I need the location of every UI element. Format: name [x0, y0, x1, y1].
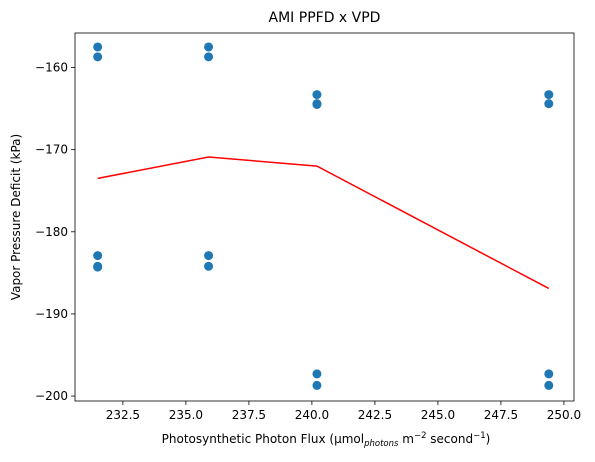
x-axis-ticks: 232.5 235.0 237.5 240.0 242.5 245.0 247.5 250.0	[106, 401, 581, 422]
x-axis-label: Photosynthetic Photon Flux (µmolphotons …	[162, 431, 491, 449]
x-axis-label-superscript-1: −2	[414, 431, 427, 441]
y-tick-label: −160	[35, 61, 68, 75]
x-axis-label-m: m	[398, 432, 414, 446]
data-point	[204, 261, 214, 271]
x-axis-label-end: )	[486, 432, 491, 446]
x-tick-label: 250.0	[547, 408, 581, 422]
y-tick-label: −170	[35, 143, 68, 157]
trend-line	[97, 156, 550, 290]
y-tick-label: −180	[35, 225, 68, 239]
chart-title: AMI PPFD x VPD	[269, 10, 381, 26]
x-axis-label-second: second	[426, 432, 473, 446]
data-point	[93, 251, 103, 261]
x-tick-label: 242.5	[358, 408, 392, 422]
data-point	[544, 380, 554, 390]
x-tick-label: 237.5	[232, 408, 266, 422]
x-tick-label: 232.5	[106, 408, 140, 422]
data-point	[312, 369, 322, 379]
y-axis-ticks: −200 −190 −180 −170 −160	[35, 61, 75, 403]
data-point	[312, 380, 322, 390]
data-point	[204, 42, 214, 52]
y-tick-label: −190	[35, 307, 68, 321]
y-tick-label: −200	[35, 389, 68, 403]
data-point	[544, 90, 554, 100]
data-points-layer	[93, 42, 554, 390]
data-point	[204, 52, 214, 62]
x-tick-label: 247.5	[484, 408, 518, 422]
plot-area	[75, 33, 574, 401]
data-point	[312, 99, 322, 109]
data-point	[93, 262, 103, 272]
data-point	[544, 369, 554, 379]
y-axis-label: Vapor Pressure Deficit (kPa)	[9, 134, 23, 300]
data-point	[93, 42, 103, 52]
data-point	[204, 251, 214, 261]
x-axis-label-superscript-2: −1	[473, 431, 486, 441]
x-axis-label-subscript: photons	[363, 439, 399, 449]
data-point	[544, 99, 554, 109]
plot-frame	[74, 32, 575, 402]
data-point	[312, 90, 322, 100]
x-tick-label: 235.0	[169, 408, 203, 422]
x-tick-label: 245.0	[421, 408, 455, 422]
data-point	[93, 52, 103, 62]
x-tick-label: 240.0	[295, 408, 329, 422]
x-axis-label-main: Photosynthetic Photon Flux (µmol	[162, 432, 364, 446]
trend-line-layer	[97, 156, 550, 290]
